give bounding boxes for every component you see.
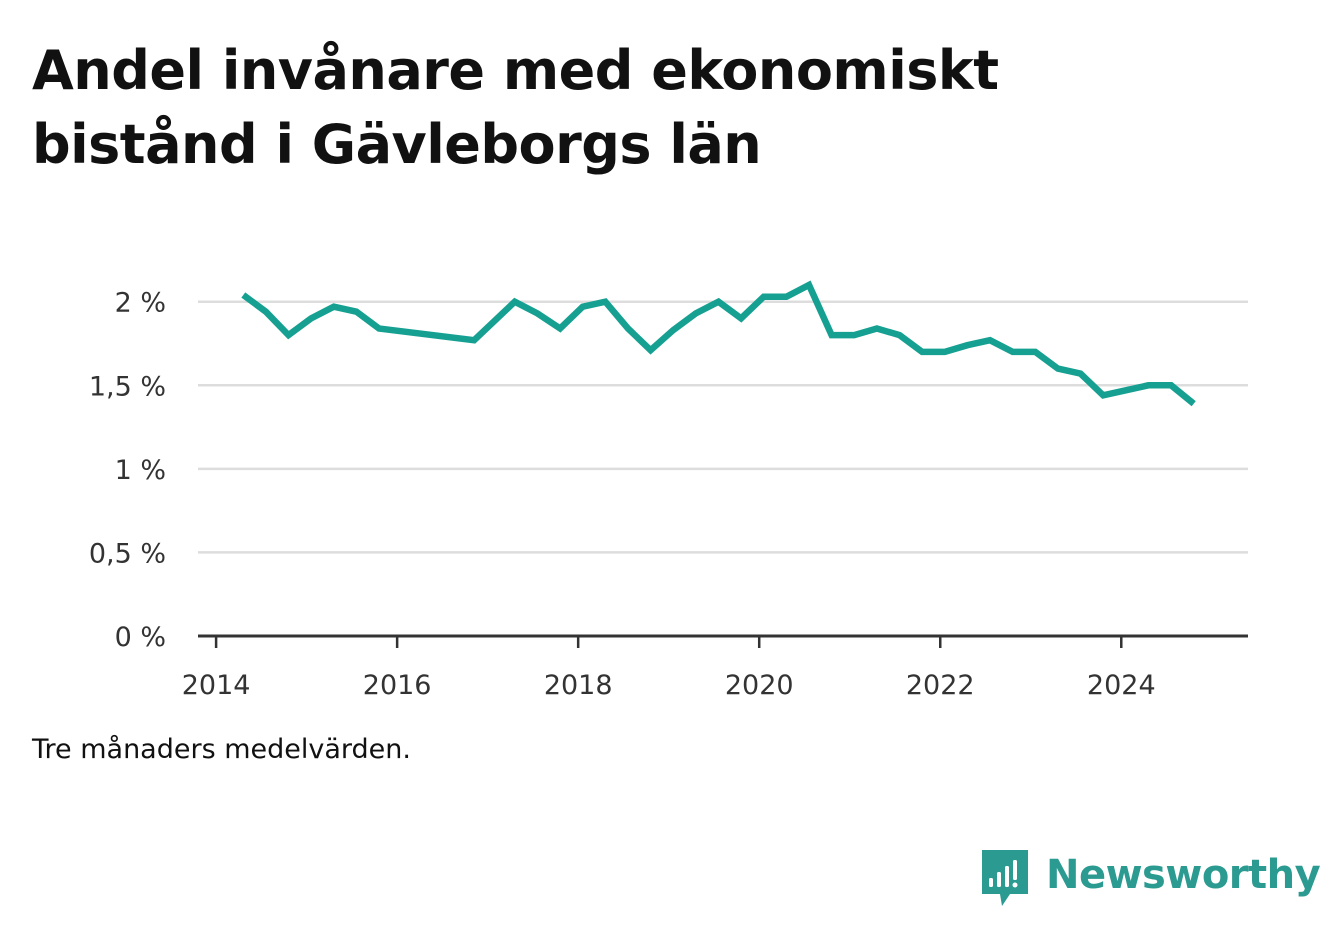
chart-note: Tre månaders medelvärden. bbox=[32, 734, 411, 765]
data-point bbox=[265, 311, 266, 312]
data-point bbox=[1035, 351, 1036, 352]
data-point bbox=[1193, 403, 1194, 404]
data-point bbox=[831, 335, 832, 336]
data-point bbox=[695, 313, 696, 314]
data-point bbox=[990, 340, 991, 341]
data-point bbox=[944, 351, 945, 352]
data-point bbox=[1171, 385, 1172, 386]
chart-title: Andel invånare med ekonomiskt bistånd i … bbox=[32, 39, 999, 176]
y-tick-label: 0 % bbox=[115, 622, 166, 653]
gridlines bbox=[198, 300, 1248, 554]
data-point bbox=[899, 335, 900, 336]
y-tick-label: 1 % bbox=[115, 455, 166, 486]
x-axis-ticks: 2014 2016 2018 2020 2022 2024 bbox=[182, 636, 1156, 701]
y-tick-label: 1,5 % bbox=[89, 371, 166, 402]
series-line bbox=[241, 280, 1196, 407]
data-point bbox=[605, 301, 606, 302]
series-group bbox=[241, 280, 1196, 407]
data-point bbox=[1103, 395, 1104, 396]
x-tick-label: 2022 bbox=[906, 670, 975, 701]
data-point bbox=[288, 335, 289, 336]
y-axis-ticks: 0 % 0,5 % 1 % 1,5 % 2 % bbox=[89, 288, 166, 653]
data-point bbox=[763, 296, 764, 297]
data-point bbox=[786, 296, 787, 297]
data-point bbox=[1080, 373, 1081, 374]
data-point bbox=[311, 318, 312, 319]
y-tick-label: 2 % bbox=[115, 288, 166, 319]
data-point bbox=[967, 345, 968, 346]
data-point bbox=[1148, 385, 1149, 386]
data-point bbox=[243, 295, 244, 296]
x-tick-label: 2024 bbox=[1087, 670, 1156, 701]
data-point bbox=[673, 330, 674, 331]
brand-logo[interactable]: Newsworthy bbox=[980, 848, 1321, 912]
data-point bbox=[537, 313, 538, 314]
x-tick-label: 2016 bbox=[363, 670, 432, 701]
data-point bbox=[718, 301, 719, 302]
data-point bbox=[650, 350, 651, 351]
data-point bbox=[333, 306, 334, 307]
data-point bbox=[474, 340, 475, 341]
data-point bbox=[876, 328, 877, 329]
data-point bbox=[560, 328, 561, 329]
x-tick-label: 2020 bbox=[725, 670, 794, 701]
data-point bbox=[741, 318, 742, 319]
data-point bbox=[1057, 368, 1058, 369]
data-point bbox=[627, 328, 628, 329]
data-point bbox=[854, 335, 855, 336]
data-point bbox=[356, 311, 357, 312]
data-point bbox=[1012, 351, 1013, 352]
x-tick-label: 2014 bbox=[182, 670, 251, 701]
bar-chart-speech-bubble-icon bbox=[982, 850, 1028, 906]
y-tick-label: 0,5 % bbox=[89, 538, 166, 569]
brand-name: Newsworthy bbox=[1046, 852, 1321, 898]
data-point bbox=[922, 351, 923, 352]
data-point bbox=[514, 301, 515, 302]
data-point bbox=[379, 328, 380, 329]
x-tick-label: 2018 bbox=[544, 670, 613, 701]
data-point bbox=[1125, 390, 1126, 391]
data-point bbox=[808, 285, 809, 286]
data-point bbox=[582, 306, 583, 307]
